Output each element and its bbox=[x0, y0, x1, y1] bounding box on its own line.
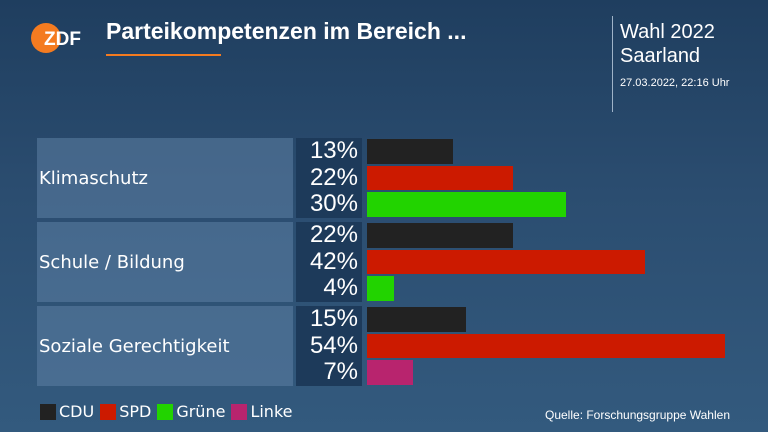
header-divider bbox=[612, 16, 613, 112]
legend-label: Linke bbox=[250, 402, 293, 421]
bar-spd bbox=[367, 333, 725, 359]
data-label: 22% bbox=[309, 163, 358, 191]
bar-cdu bbox=[367, 307, 467, 332]
bar-linke bbox=[367, 360, 414, 386]
data-label: 7% bbox=[323, 358, 358, 386]
election-name: Wahl 2022 bbox=[620, 21, 715, 43]
data-label: 42% bbox=[309, 247, 358, 275]
legend-swatch bbox=[40, 403, 56, 420]
category-label: Soziale Gerechtigkeit bbox=[37, 306, 293, 386]
value-column bbox=[296, 222, 362, 302]
data-label: 13% bbox=[309, 137, 358, 164]
legend-swatch bbox=[100, 403, 117, 420]
legend-swatch bbox=[231, 403, 248, 420]
value-column bbox=[296, 306, 362, 386]
data-label: 30% bbox=[309, 190, 358, 218]
data-label: 22% bbox=[309, 221, 358, 248]
data-label: 54% bbox=[309, 331, 358, 359]
legend-label: Grüne bbox=[176, 402, 226, 421]
chart-title: Parteikompetenzen im Bereich ... bbox=[106, 18, 467, 44]
election-region: Saarland bbox=[620, 45, 701, 67]
legend-label: CDU bbox=[59, 402, 95, 421]
timestamp: 27.03.2022, 22:16 Uhr bbox=[620, 77, 730, 89]
legend-label: SPD bbox=[119, 402, 152, 421]
category-label: Schule / Bildung bbox=[37, 222, 293, 302]
bar-spd bbox=[367, 249, 646, 275]
legend: CDU SPD Grüne Linke bbox=[40, 402, 298, 421]
bar-cdu bbox=[367, 139, 454, 164]
legend-item: CDU bbox=[40, 402, 94, 421]
logo-text: ZDF bbox=[44, 29, 81, 50]
bar-grüne bbox=[367, 192, 566, 218]
legend-swatch bbox=[157, 403, 174, 420]
data-label: 15% bbox=[309, 305, 358, 332]
legend-item: Linke bbox=[231, 402, 292, 421]
legend-item: SPD bbox=[100, 402, 151, 421]
data-label: 4% bbox=[323, 274, 358, 302]
election-info: Wahl 2022 Saarland bbox=[620, 20, 715, 68]
source-note: Quelle: Forschungsgruppe Wahlen bbox=[545, 408, 730, 422]
category-label: Klimaschutz bbox=[37, 138, 293, 218]
bar-cdu bbox=[367, 223, 513, 248]
legend-item: Grüne bbox=[157, 402, 225, 421]
bar-spd bbox=[367, 165, 513, 191]
zdf-logo: ZDF bbox=[31, 23, 81, 53]
bar-grüne bbox=[367, 276, 394, 302]
title-underline bbox=[106, 54, 221, 56]
value-column bbox=[296, 138, 362, 218]
